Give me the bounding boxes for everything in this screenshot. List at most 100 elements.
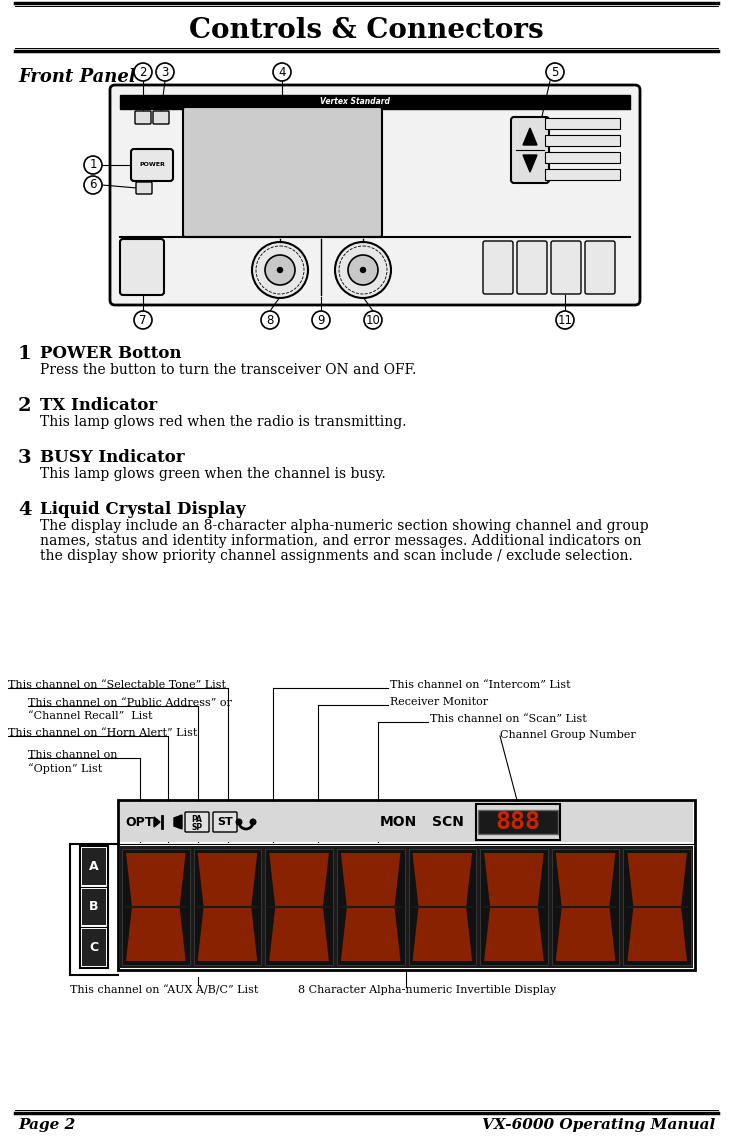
- Text: Controls & Connectors: Controls & Connectors: [189, 16, 544, 43]
- Text: This lamp glows red when the radio is transmitting.: This lamp glows red when the radio is tr…: [40, 415, 407, 429]
- Bar: [120, 95, 630, 109]
- Bar: [337, 849, 405, 964]
- Text: 2: 2: [139, 65, 147, 79]
- Bar: [476, 804, 560, 840]
- Text: ST: ST: [217, 817, 233, 826]
- Circle shape: [361, 268, 366, 272]
- Circle shape: [249, 819, 257, 825]
- Circle shape: [335, 242, 391, 298]
- Circle shape: [556, 311, 574, 329]
- Text: Liquid Crystal Display: Liquid Crystal Display: [40, 500, 246, 518]
- Circle shape: [364, 311, 382, 329]
- Text: This channel on “Selectable Tone” List: This channel on “Selectable Tone” List: [8, 679, 226, 690]
- Polygon shape: [174, 815, 182, 829]
- Circle shape: [278, 268, 282, 272]
- Polygon shape: [484, 907, 544, 961]
- FancyBboxPatch shape: [183, 107, 382, 237]
- Bar: [265, 849, 333, 964]
- Bar: [194, 849, 261, 964]
- FancyBboxPatch shape: [483, 241, 513, 294]
- FancyBboxPatch shape: [153, 111, 169, 124]
- Circle shape: [134, 63, 152, 81]
- Text: This channel on: This channel on: [28, 750, 117, 760]
- Text: This lamp glows green when the channel is busy.: This lamp glows green when the channel i…: [40, 467, 386, 481]
- Polygon shape: [198, 907, 257, 961]
- Circle shape: [261, 311, 279, 329]
- Text: Front Panel: Front Panel: [18, 68, 136, 85]
- Bar: [478, 811, 558, 834]
- Bar: [82, 929, 106, 966]
- Circle shape: [312, 311, 330, 329]
- FancyBboxPatch shape: [136, 182, 152, 194]
- Text: Channel Group Number: Channel Group Number: [500, 730, 636, 740]
- Text: Vertex Standard: Vertex Standard: [320, 98, 390, 106]
- FancyBboxPatch shape: [185, 812, 209, 832]
- Bar: [545, 119, 620, 129]
- Text: TX Indicator: TX Indicator: [40, 397, 158, 414]
- Bar: [623, 849, 691, 964]
- Text: 3: 3: [161, 65, 169, 79]
- Text: 5: 5: [551, 65, 559, 79]
- Text: 8: 8: [266, 314, 273, 326]
- Bar: [118, 800, 695, 970]
- Bar: [82, 889, 106, 926]
- Text: This channel on “AUX A/B/C” List: This channel on “AUX A/B/C” List: [70, 985, 258, 995]
- Text: Receiver Monitor: Receiver Monitor: [390, 697, 488, 707]
- Bar: [480, 849, 548, 964]
- FancyBboxPatch shape: [585, 241, 615, 294]
- Text: SP: SP: [191, 822, 202, 831]
- Text: POWER Botton: POWER Botton: [40, 345, 182, 363]
- FancyBboxPatch shape: [131, 149, 173, 181]
- Bar: [82, 848, 106, 885]
- FancyBboxPatch shape: [120, 239, 164, 295]
- Text: names, status and identity information, and error messages. Additional indicator: names, status and identity information, …: [40, 534, 641, 548]
- Text: B: B: [89, 901, 99, 913]
- Polygon shape: [413, 853, 472, 907]
- Circle shape: [84, 156, 102, 174]
- Bar: [545, 135, 620, 146]
- Circle shape: [348, 255, 378, 285]
- Text: Page 2: Page 2: [18, 1118, 75, 1132]
- Polygon shape: [341, 907, 400, 961]
- Bar: [552, 849, 619, 964]
- Polygon shape: [126, 907, 185, 961]
- Text: This channel on “Horn Alert” List: This channel on “Horn Alert” List: [8, 728, 197, 738]
- Polygon shape: [126, 853, 185, 907]
- Text: 4: 4: [279, 65, 286, 79]
- Text: C: C: [89, 942, 98, 954]
- Polygon shape: [154, 817, 160, 826]
- Bar: [120, 846, 693, 968]
- Text: 11: 11: [558, 314, 572, 326]
- Circle shape: [252, 242, 308, 298]
- Polygon shape: [413, 907, 472, 961]
- Text: “Channel Recall”  List: “Channel Recall” List: [28, 711, 152, 720]
- Text: This channel on “Intercom” List: This channel on “Intercom” List: [390, 679, 570, 690]
- Polygon shape: [556, 853, 616, 907]
- Bar: [545, 152, 620, 163]
- Polygon shape: [556, 907, 616, 961]
- Text: 1: 1: [18, 345, 32, 363]
- Text: 7: 7: [139, 314, 147, 326]
- Polygon shape: [627, 853, 687, 907]
- Text: 6: 6: [89, 179, 97, 192]
- Text: BUSY Indicator: BUSY Indicator: [40, 449, 185, 466]
- Text: 888: 888: [496, 811, 540, 834]
- Circle shape: [84, 176, 102, 194]
- FancyBboxPatch shape: [511, 117, 549, 184]
- Bar: [545, 169, 620, 180]
- Text: SCN: SCN: [432, 815, 464, 829]
- FancyBboxPatch shape: [551, 241, 581, 294]
- Text: Press the button to turn the transceiver ON and OFF.: Press the button to turn the transceiver…: [40, 363, 416, 377]
- Text: 4: 4: [18, 500, 32, 519]
- Text: VX-6000 Operating Manual: VX-6000 Operating Manual: [482, 1118, 715, 1132]
- FancyBboxPatch shape: [213, 812, 237, 832]
- Text: 8 Character Alpha-numeric Invertible Display: 8 Character Alpha-numeric Invertible Dis…: [298, 985, 556, 995]
- Bar: [408, 849, 476, 964]
- Bar: [122, 849, 190, 964]
- Circle shape: [265, 255, 295, 285]
- Circle shape: [546, 63, 564, 81]
- Text: 2: 2: [18, 397, 32, 415]
- Text: The display include an 8-character alpha-numeric section showing channel and gro: The display include an 8-character alpha…: [40, 519, 649, 534]
- Polygon shape: [269, 907, 329, 961]
- Text: 9: 9: [317, 314, 325, 326]
